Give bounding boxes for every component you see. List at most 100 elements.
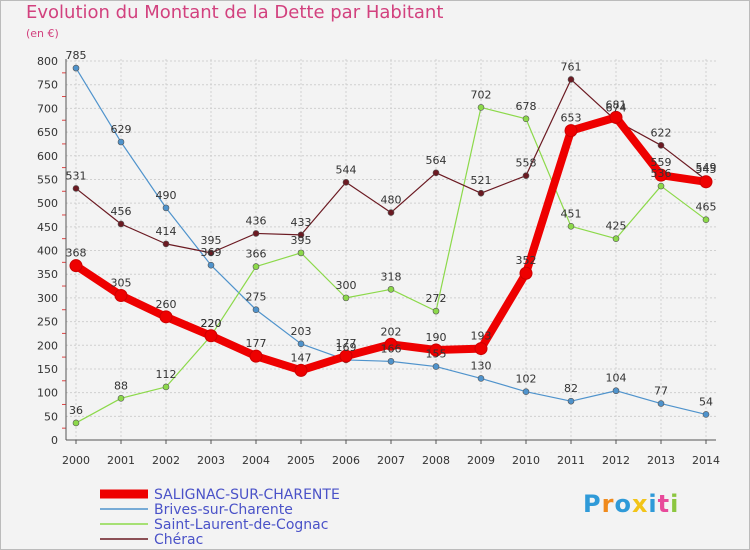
logo-letter: i: [648, 490, 658, 518]
data-label: 369: [201, 246, 222, 259]
data-label: 352: [516, 254, 537, 267]
data-point: [654, 168, 668, 182]
logo-letter: t: [657, 490, 671, 518]
data-label: 54: [699, 395, 713, 408]
data-point: [69, 259, 83, 273]
data-label: 88: [114, 379, 128, 392]
chart-title: Evolution du Montant de la Dette par Hab…: [26, 2, 444, 23]
data-point: [117, 138, 125, 146]
data-label: 629: [111, 123, 132, 136]
data-point: [387, 358, 395, 365]
data-label: 622: [651, 126, 672, 139]
y-tick-label: 600: [37, 150, 58, 163]
logo-letter: x: [631, 490, 649, 518]
data-point: [519, 266, 533, 280]
data-point: [657, 182, 665, 190]
x-tick-label: 2002: [152, 454, 180, 467]
x-tick-label: 2011: [557, 454, 585, 467]
data-point: [207, 249, 215, 257]
data-point: [429, 343, 443, 357]
data-label: 36: [69, 404, 83, 417]
data-point: [114, 289, 128, 303]
data-point: [564, 124, 578, 138]
data-point: [609, 110, 623, 124]
data-label: 545: [696, 163, 717, 176]
data-label: 272: [426, 292, 447, 305]
data-point: [432, 169, 440, 177]
x-tick-label: 2004: [242, 454, 270, 467]
data-label: 456: [111, 205, 132, 218]
x-tick-label: 2007: [377, 454, 405, 467]
data-point: [477, 104, 485, 111]
y-tick-label: 50: [44, 410, 58, 423]
data-label: 702: [471, 88, 492, 101]
data-point: [432, 307, 440, 315]
data-point: [162, 204, 170, 212]
logo-letter: r: [601, 490, 615, 518]
data-point: [567, 223, 575, 230]
data-point: [657, 142, 665, 149]
data-label: 480: [381, 194, 402, 207]
data-point: [72, 64, 80, 72]
data-point: [297, 340, 305, 348]
legend-entry: SALIGNAC-SUR-CHARENTE: [154, 487, 340, 503]
data-point: [342, 178, 350, 186]
data-label: 82: [564, 382, 578, 395]
y-tick-label: 300: [37, 292, 58, 305]
data-point: [294, 363, 308, 377]
data-label: 564: [426, 154, 447, 167]
data-point: [702, 411, 710, 418]
legend-entry: Saint-Laurent-de-Cognac: [154, 517, 328, 533]
data-label: 220: [201, 317, 222, 330]
data-label: 202: [381, 325, 402, 338]
data-label: 177: [336, 337, 357, 350]
data-point: [339, 349, 353, 363]
x-tick-label: 2013: [647, 454, 675, 467]
data-label: 155: [426, 348, 447, 361]
y-tick-label: 400: [37, 245, 58, 258]
data-point: [252, 230, 260, 237]
data-point: [567, 76, 575, 83]
data-point: [159, 310, 173, 324]
y-tick-label: 550: [37, 173, 58, 186]
data-label: 305: [111, 277, 132, 290]
data-label: 190: [426, 331, 447, 344]
y-tick-label: 0: [51, 434, 58, 447]
y-tick-label: 350: [37, 268, 58, 281]
data-label: 536: [651, 167, 672, 180]
data-label: 531: [66, 169, 87, 182]
x-tick-label: 2014: [692, 454, 720, 467]
data-label: 425: [606, 220, 627, 233]
data-label: 112: [156, 368, 177, 381]
logo-letter: i: [670, 490, 680, 518]
data-label: 681: [606, 98, 627, 111]
y-tick-label: 250: [37, 316, 58, 329]
data-point: [702, 216, 710, 224]
data-label: 490: [156, 189, 177, 202]
data-point: [567, 397, 575, 405]
data-label: 130: [471, 359, 492, 372]
data-point: [612, 235, 620, 242]
data-label: 77: [654, 385, 668, 398]
y-tick-label: 750: [37, 79, 58, 92]
data-label: 653: [561, 112, 582, 125]
legend: SALIGNAC-SUR-CHARENTEBrives-sur-Charente…: [100, 487, 340, 548]
data-label: 193: [471, 330, 492, 343]
data-label: 544: [336, 163, 357, 176]
data-label: 414: [156, 225, 177, 238]
data-label: 260: [156, 298, 177, 311]
data-point: [72, 185, 80, 192]
data-point: [612, 387, 620, 395]
data-point: [432, 363, 440, 370]
data-label: 558: [516, 157, 537, 170]
x-tick-label: 2000: [62, 454, 90, 467]
data-label: 275: [246, 291, 267, 304]
data-label: 104: [606, 372, 627, 385]
data-label: 318: [381, 270, 402, 283]
data-label: 147: [291, 351, 312, 364]
data-label: 169: [336, 341, 357, 354]
data-label: 203: [291, 325, 312, 338]
data-point: [387, 209, 395, 216]
data-point: [252, 306, 260, 314]
data-point: [162, 240, 170, 248]
